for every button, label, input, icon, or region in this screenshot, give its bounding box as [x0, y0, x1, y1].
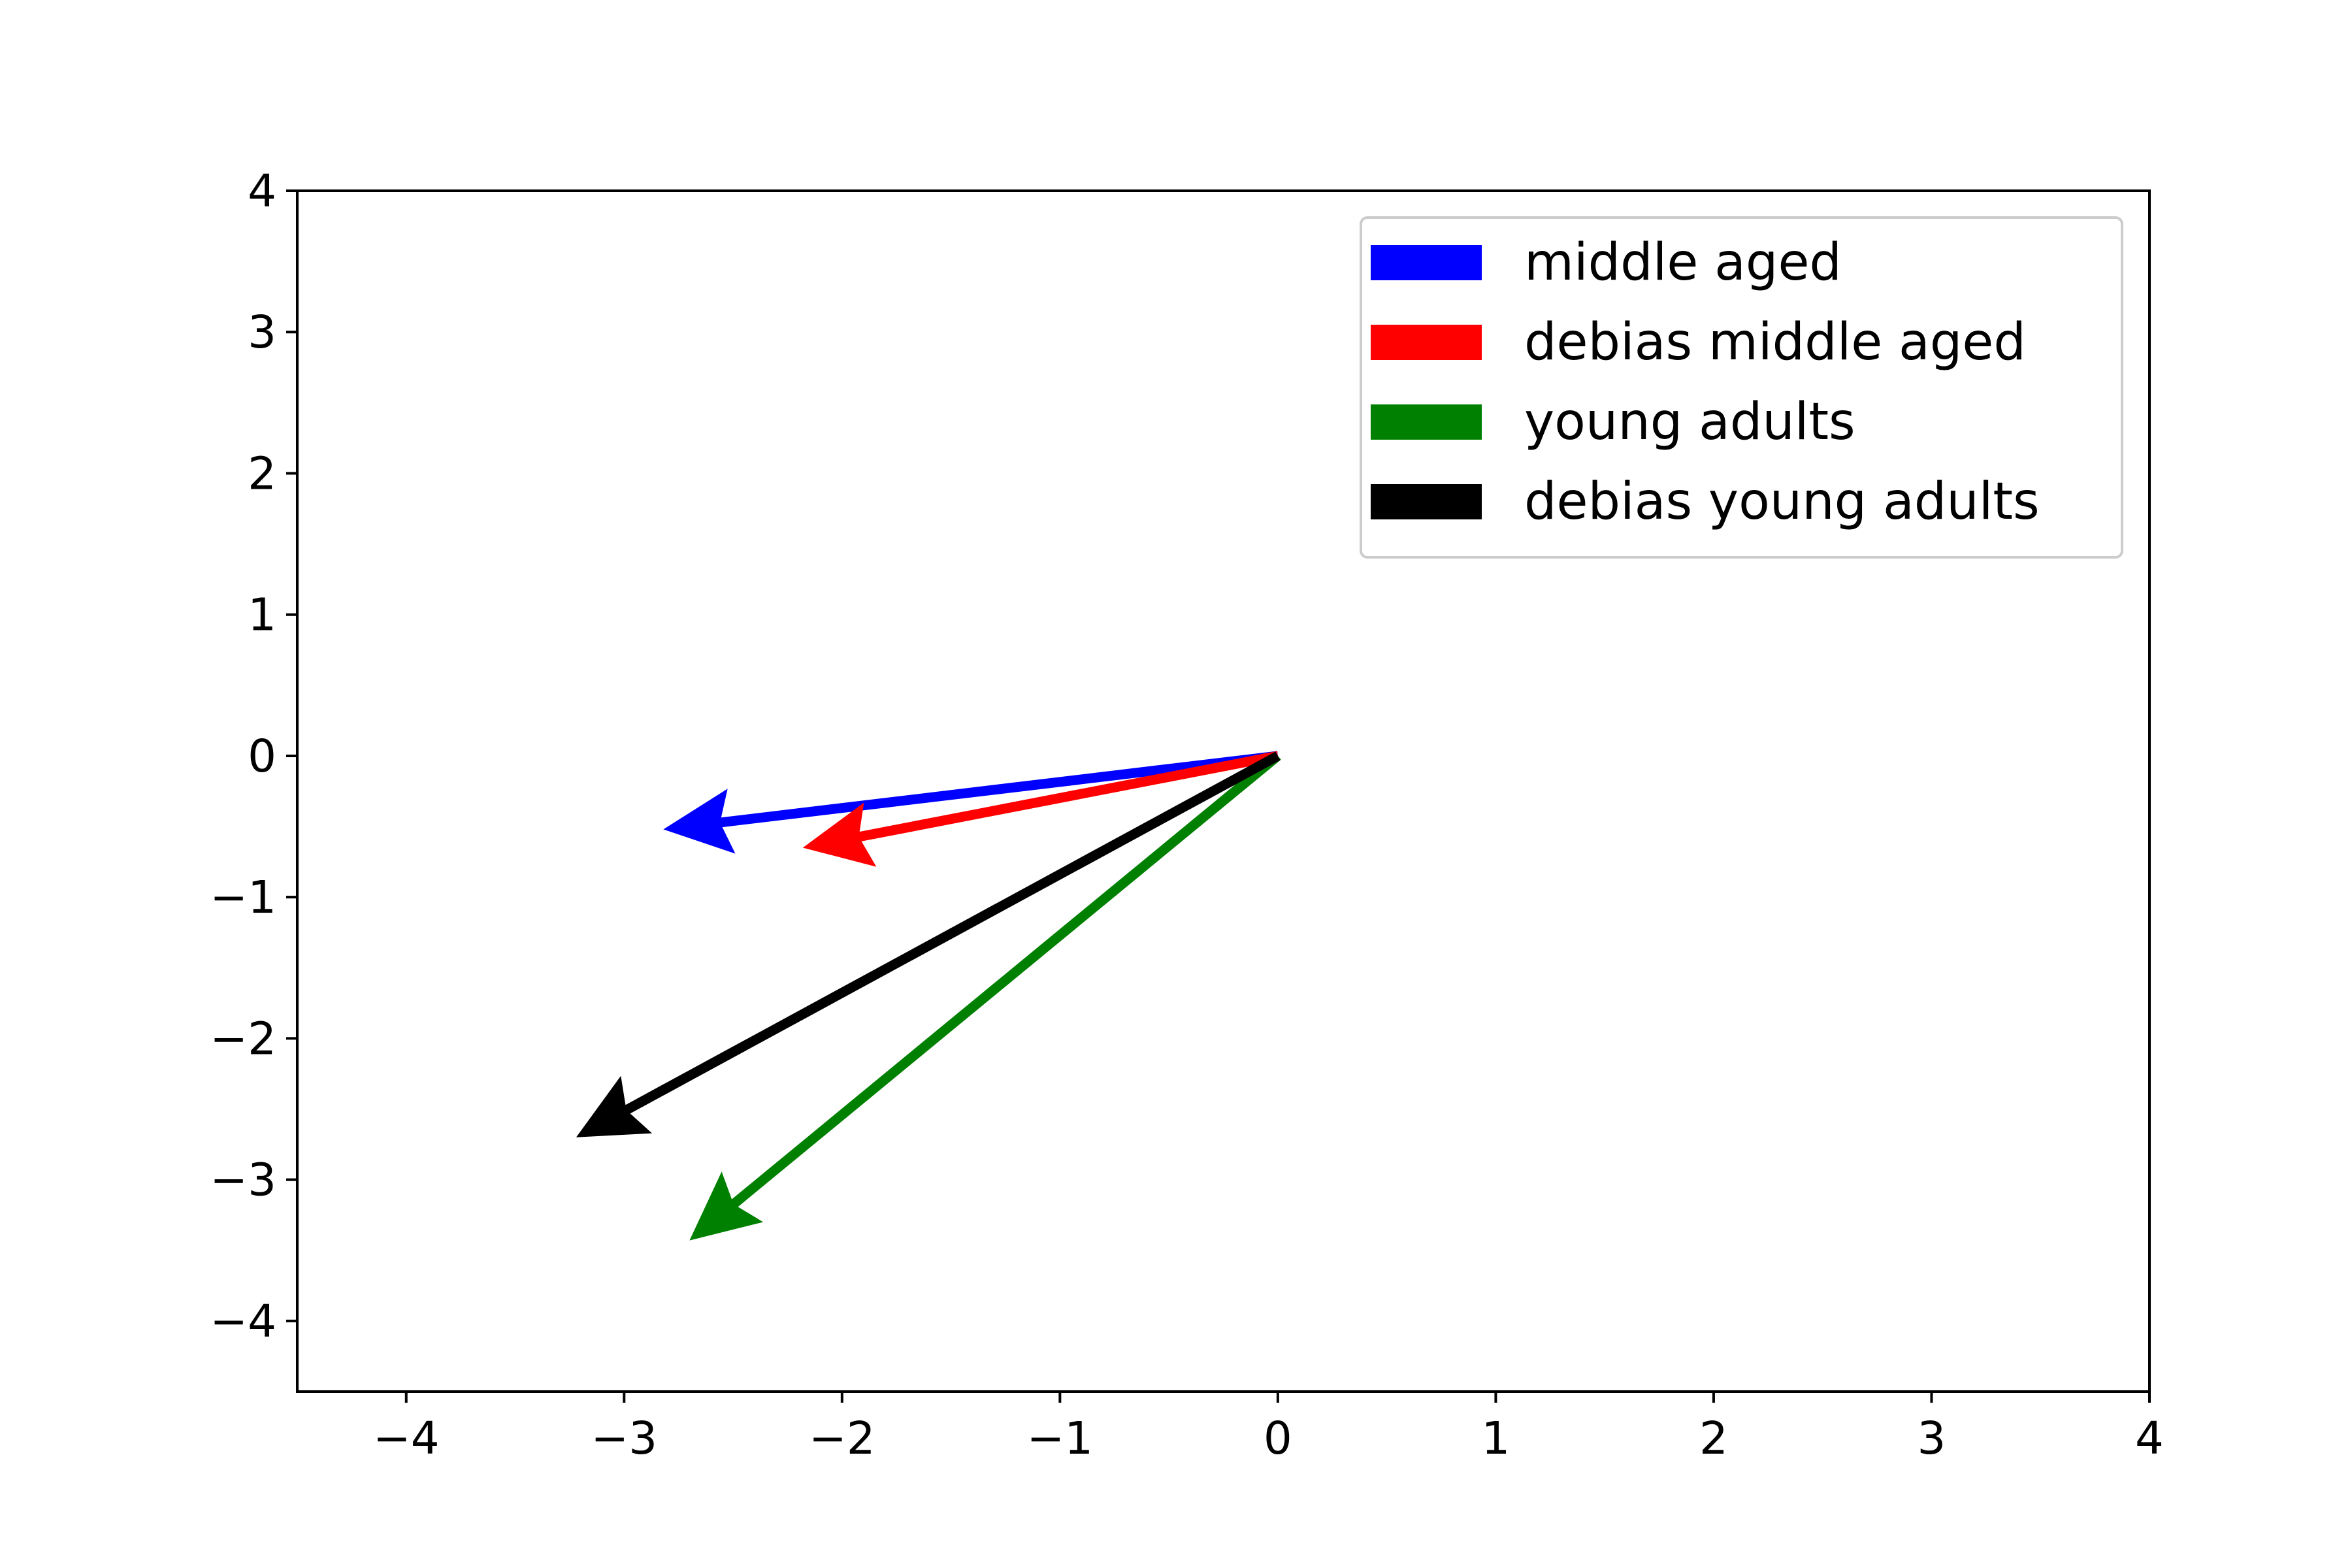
x-tick-label: 4: [2135, 1413, 2164, 1465]
legend-label: debias middle aged: [1524, 313, 2026, 372]
legend-label: young adults: [1524, 393, 1855, 451]
arrow-layer: [576, 751, 1281, 1241]
legend: middle aged debias middle aged young adult…: [1360, 216, 2123, 559]
arrow-young-adults: [689, 752, 1281, 1241]
x-axis: −4 −3 −2 −1 0 1 2 3 4: [373, 1392, 2164, 1465]
x-tick-label: 0: [1264, 1413, 1292, 1465]
axes-frame: [296, 189, 2151, 1393]
legend-swatch: [1371, 245, 1482, 280]
legend-swatch: [1371, 404, 1482, 440]
y-tick-label: 4: [248, 165, 276, 218]
y-tick-label: 1: [248, 589, 276, 642]
y-tick-label: −1: [210, 872, 276, 924]
y-tick-label: −3: [210, 1154, 276, 1207]
legend-swatch: [1371, 484, 1482, 519]
x-tick-label: 2: [1699, 1413, 1728, 1465]
legend-swatch: [1371, 325, 1482, 360]
y-tick-label: −2: [210, 1013, 276, 1065]
arrow-debias-middle-aged: [802, 751, 1279, 867]
legend-box: [1360, 216, 2123, 559]
arrow-middle-aged: [663, 751, 1279, 854]
x-tick-label: 3: [1918, 1413, 1946, 1465]
y-tick-label: −4: [210, 1296, 276, 1348]
x-tick-label: 1: [1481, 1413, 1510, 1465]
y-axis: −4 −3 −2 −1 0 1 2 3 4: [210, 165, 297, 1348]
y-tick-label: 2: [248, 448, 276, 500]
x-tick-label: −3: [591, 1413, 657, 1465]
legend-label: middle aged: [1524, 233, 1842, 292]
y-tick-label: 3: [248, 306, 276, 359]
arrow-debias-young-adults: [576, 751, 1281, 1137]
x-tick-label: −2: [809, 1413, 875, 1465]
x-tick-label: −4: [373, 1413, 440, 1465]
legend-label: debias young adults: [1524, 472, 2040, 531]
x-tick-label: −1: [1026, 1413, 1093, 1465]
y-tick-label: 0: [248, 730, 276, 783]
